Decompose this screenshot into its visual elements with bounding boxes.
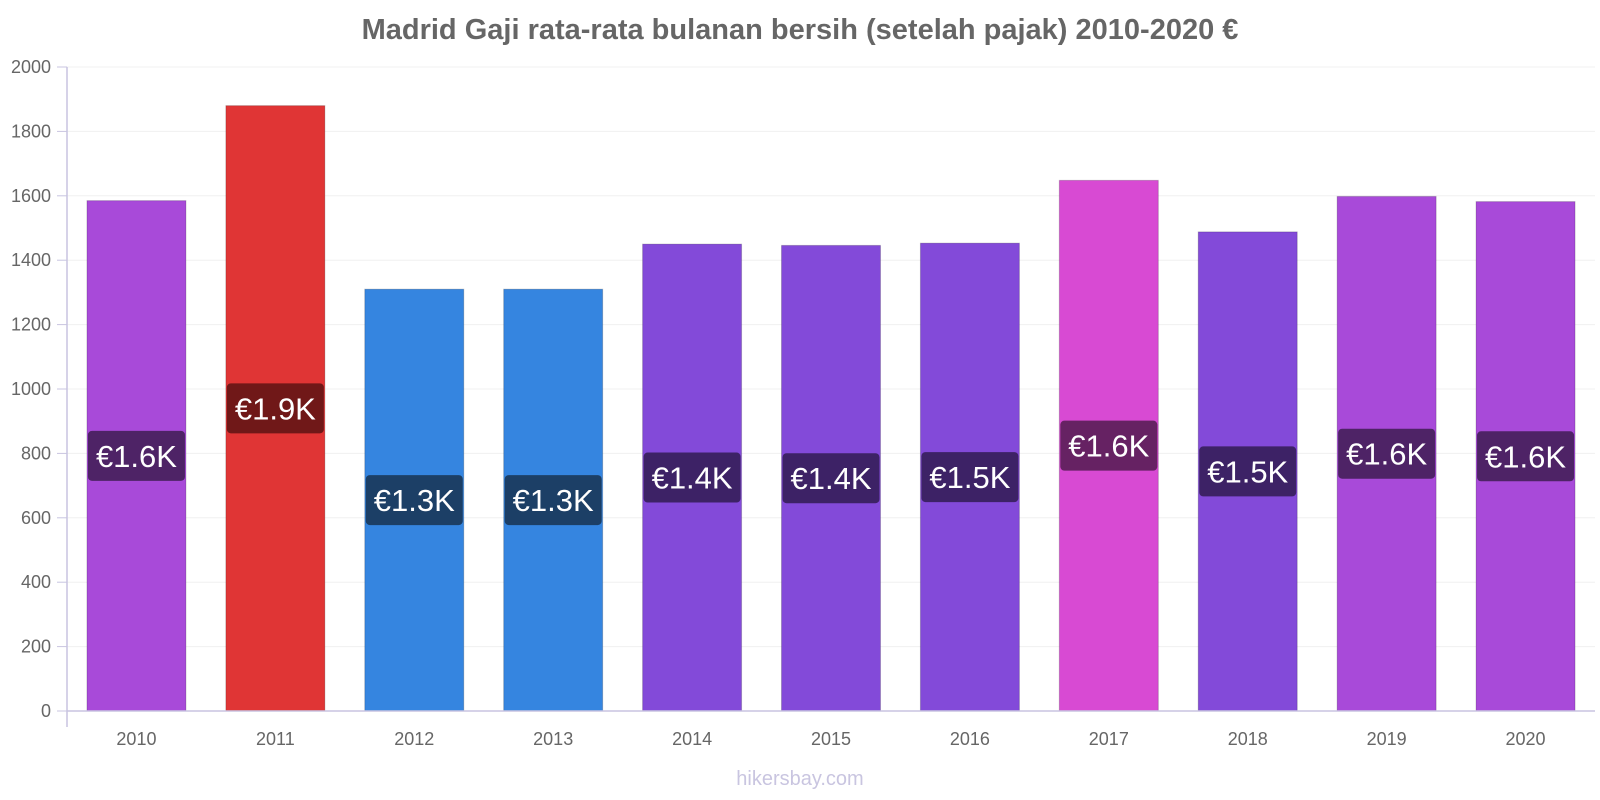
y-tick-label: 1000	[11, 379, 51, 399]
y-tick-label: 600	[21, 508, 51, 528]
data-label: €1.9K	[235, 391, 316, 426]
data-label: €1.3K	[374, 483, 455, 518]
data-label: €1.5K	[1207, 454, 1288, 489]
x-tick-label: 2016	[950, 729, 990, 749]
data-label: €1.6K	[1068, 429, 1149, 464]
y-tick-label: 1200	[11, 315, 51, 335]
data-label-box	[1338, 428, 1436, 479]
data-label-box	[1060, 420, 1158, 471]
data-label-box	[226, 383, 324, 434]
data-label-box	[643, 452, 741, 503]
x-tick-label: 2020	[1506, 729, 1546, 749]
x-tick-label: 2012	[394, 729, 434, 749]
data-label: €1.3K	[513, 483, 594, 518]
data-label-box	[87, 430, 185, 481]
x-tick-label: 2019	[1367, 729, 1407, 749]
y-tick-label: 1800	[11, 121, 51, 141]
y-tick-label: 200	[21, 637, 51, 657]
data-label: €1.4K	[790, 461, 871, 496]
y-tick-label: 1400	[11, 250, 51, 270]
data-label-box	[1477, 431, 1575, 482]
data-labels: €1.6K €1.9K €1.3K €1.3K €1.4K €1.4K €1.5K €1.6K…	[87, 383, 1575, 526]
watermark: hikersbay.com	[736, 768, 864, 790]
y-tick-label: 800	[21, 443, 51, 463]
x-tick-label: 2018	[1228, 729, 1268, 749]
x-axis-ticks: 2010 2011 2012 2013 2014 2015 2016 2017 2018 2019…	[116, 729, 1545, 749]
x-tick-label: 2011	[256, 729, 295, 749]
data-label: €1.4K	[652, 461, 733, 496]
data-label: €1.6K	[1346, 437, 1427, 472]
data-label: €1.5K	[929, 460, 1010, 495]
x-tick-label: 2013	[533, 729, 573, 749]
data-label: €1.6K	[1485, 439, 1566, 474]
data-label-box	[921, 452, 1019, 503]
axes	[66, 67, 1595, 727]
data-label: €1.6K	[96, 439, 177, 474]
data-label-box	[504, 475, 602, 526]
x-tick-label: 2015	[811, 729, 851, 749]
data-label-box	[1199, 446, 1297, 497]
x-tick-label: 2017	[1089, 729, 1129, 749]
y-tick-label: 0	[41, 701, 51, 721]
data-label-box	[782, 453, 880, 504]
x-tick-label: 2010	[116, 729, 156, 749]
y-axis-ticks: 0 200 400 600 800 1000 1200 1400 1600 1800 2000	[11, 57, 67, 721]
chart-title: Madrid Gaji rata-rata bulanan bersih (se…	[361, 14, 1239, 46]
y-tick-label: 2000	[11, 57, 51, 77]
x-tick-label: 2014	[672, 729, 712, 749]
data-label-box	[365, 475, 463, 526]
y-tick-label: 400	[21, 572, 51, 592]
y-tick-label: 1600	[11, 186, 51, 206]
